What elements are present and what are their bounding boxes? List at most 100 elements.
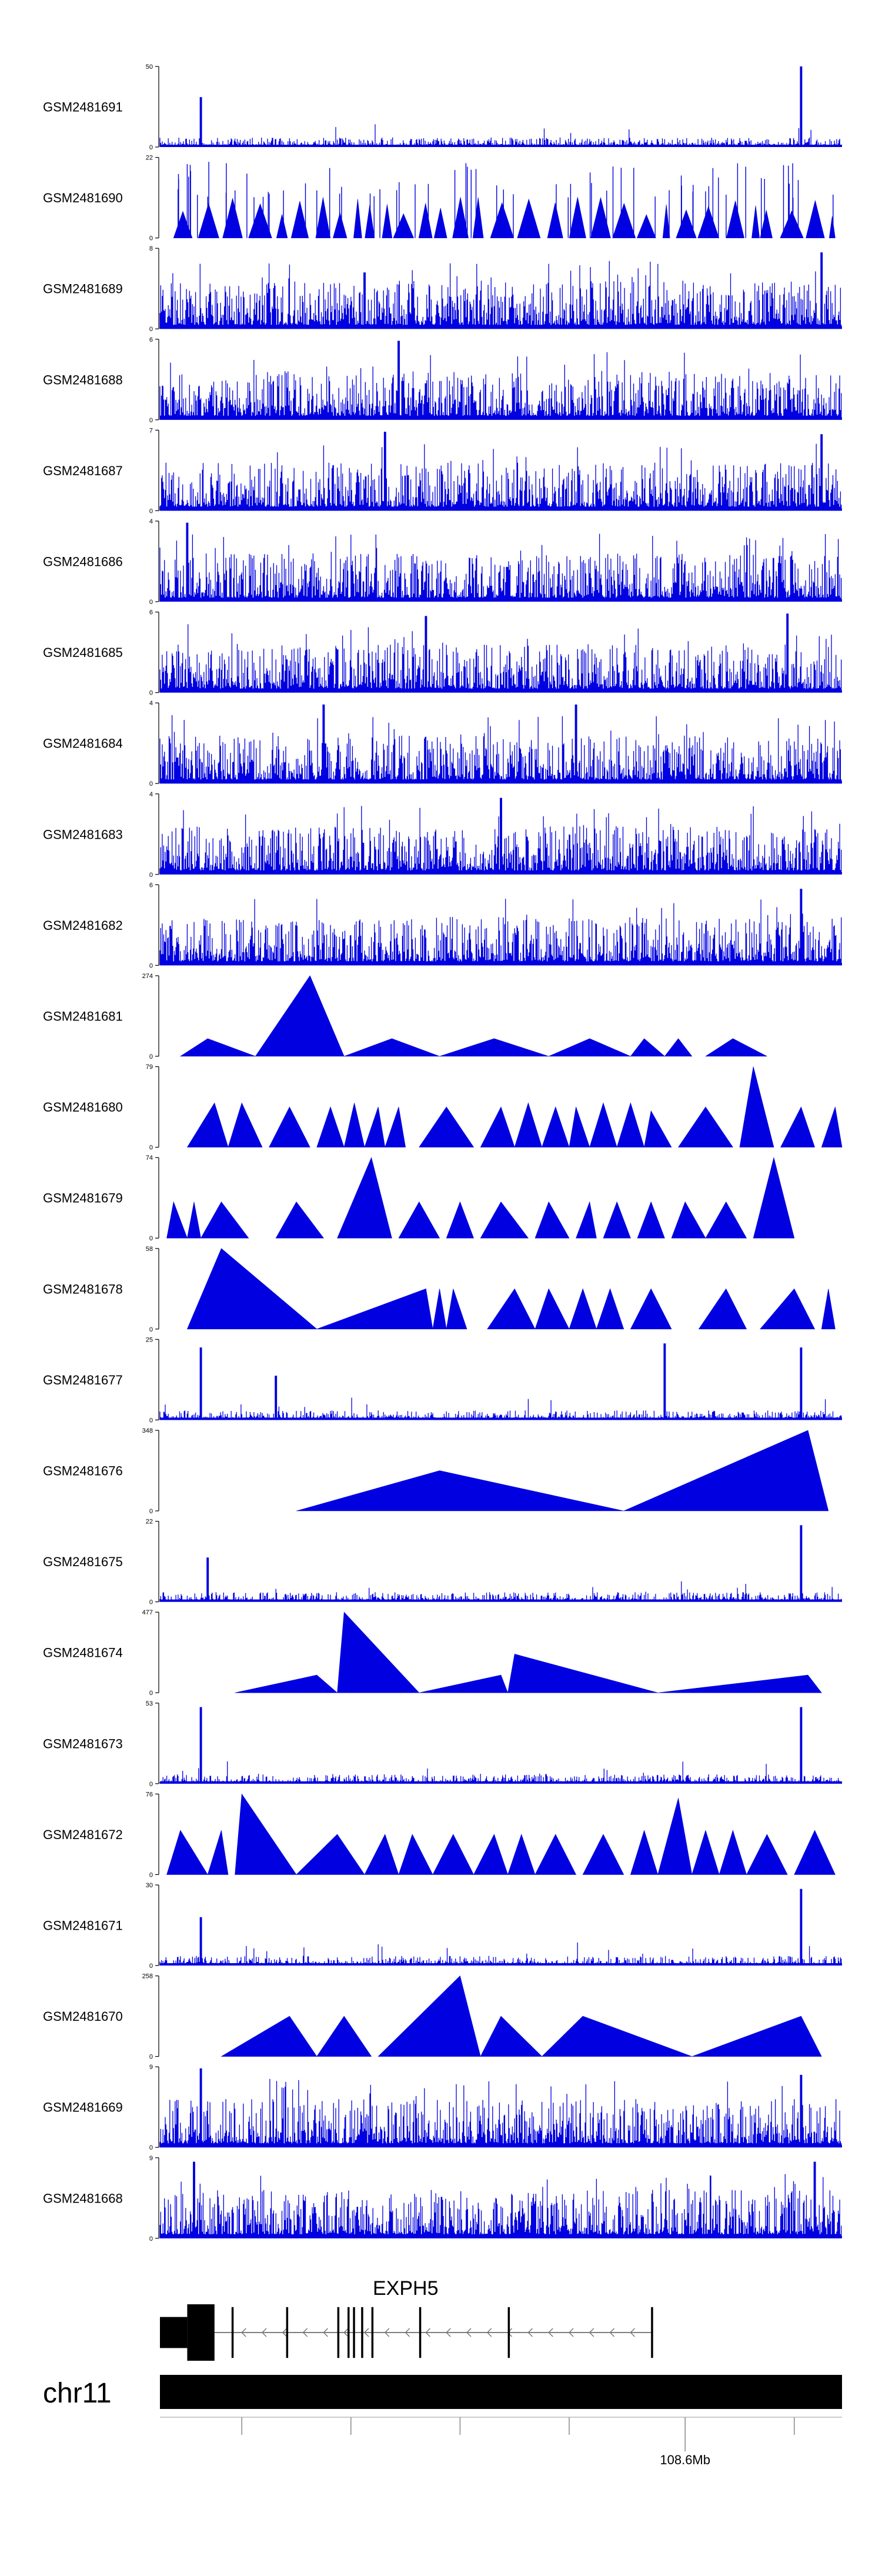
track-GSM2481691: GSM2481691 50 0 — [43, 64, 842, 151]
strand-arrow-icon — [241, 2328, 246, 2337]
sample-label: GSM2481669 — [43, 2100, 123, 2115]
track-GSM2481689: GSM2481689 8 0 — [43, 245, 842, 333]
gene-name-label: EXPH5 — [373, 2277, 439, 2300]
sample-label: GSM2481670 — [43, 2009, 123, 2024]
track-GSM2481675: GSM2481675 22 0 — [43, 1519, 842, 1606]
signal-baseline — [160, 963, 842, 966]
track-GSM2481687: GSM2481687 7 0 — [43, 427, 842, 515]
sample-label: GSM2481677 — [43, 1373, 123, 1387]
y-axis-max-label: 6 — [149, 336, 153, 343]
y-axis-max-label: 4 — [149, 791, 153, 798]
signal-area — [173, 197, 836, 238]
gene-model — [160, 2304, 653, 2361]
sample-label: GSM2481668 — [43, 2191, 123, 2205]
exon — [286, 2307, 289, 2358]
sample-label: GSM2481682 — [43, 918, 123, 933]
signal-baseline — [160, 1963, 842, 1966]
position-tick-label: 108.6Mb — [660, 2452, 710, 2467]
strand-arrow-icon — [282, 2328, 288, 2337]
signal-area — [220, 1976, 822, 2057]
chromosome-track: chr11 108.6Mb — [43, 2375, 842, 2467]
track-GSM2481690: GSM2481690 22 0 — [43, 155, 836, 242]
strand-arrow-icon — [425, 2328, 430, 2337]
signal-baseline — [160, 2235, 842, 2238]
signal-bars — [159, 522, 842, 602]
strand-arrow-icon — [466, 2328, 472, 2337]
chromosome-axis — [160, 2417, 842, 2451]
gene-track: EXPH5 — [160, 2277, 653, 2361]
y-axis-min-label: 0 — [149, 599, 153, 606]
signal-bars — [159, 798, 842, 875]
y-axis-min-label: 0 — [149, 1508, 153, 1515]
y-axis-min-label: 0 — [149, 144, 153, 151]
signal-baseline — [160, 1599, 842, 1602]
strand-arrow-icon — [630, 2328, 635, 2337]
y-axis-max-label: 22 — [146, 155, 153, 162]
track-GSM2481679: GSM2481679 74 0 — [43, 1154, 795, 1242]
strand-arrow-icon — [261, 2328, 267, 2337]
y-axis-max-label: 6 — [149, 882, 153, 889]
signal-area — [186, 1248, 836, 1330]
chromosome-bar — [160, 2375, 842, 2409]
exon — [160, 2317, 188, 2348]
signal-bars — [159, 613, 842, 693]
y-axis-min-label: 0 — [149, 1235, 153, 1242]
signal-bars — [159, 252, 842, 329]
strand-arrow-icon — [343, 2328, 349, 2337]
track-GSM2481682: GSM2481682 6 0 — [43, 882, 842, 969]
y-axis-max-label: 50 — [146, 64, 153, 71]
signal-bars — [159, 1343, 842, 1420]
y-axis-max-label: 258 — [142, 1973, 153, 1980]
y-axis-min-label: 0 — [149, 962, 153, 969]
y-axis-max-label: 7 — [149, 427, 153, 434]
track-GSM2481688: GSM2481688 6 0 — [43, 336, 842, 424]
strand-arrow-icon — [527, 2328, 533, 2337]
exon — [353, 2307, 355, 2358]
signal-bars — [159, 2068, 842, 2148]
sample-label: GSM2481687 — [43, 463, 123, 478]
signal-bars — [159, 1707, 842, 1784]
y-axis-min-label: 0 — [149, 1053, 153, 1060]
track-GSM2481668: GSM2481668 9 0 — [43, 2155, 842, 2243]
y-axis-max-label: 53 — [146, 1700, 153, 1707]
exon — [507, 2307, 510, 2358]
y-axis-min-label: 0 — [149, 235, 153, 242]
y-axis-min-label: 0 — [149, 780, 153, 788]
strand-arrow-icon — [548, 2328, 553, 2337]
signal-baseline — [160, 872, 842, 875]
y-axis-min-label: 0 — [149, 1963, 153, 1970]
strand-arrow-icon — [384, 2328, 390, 2337]
strand-arrow-icon — [405, 2328, 410, 2337]
track-GSM2481678: GSM2481678 58 0 — [43, 1246, 836, 1333]
signal-baseline — [160, 417, 842, 420]
track-GSM2481674: GSM2481674 477 0 — [43, 1609, 822, 1697]
sample-label: GSM2481691 — [43, 100, 123, 115]
signal-baseline — [160, 145, 842, 147]
y-axis-min-label: 0 — [149, 872, 153, 879]
track-GSM2481683: GSM2481683 4 0 — [43, 791, 842, 879]
y-axis-min-label: 0 — [149, 2054, 153, 2061]
signal-bars — [159, 889, 842, 966]
y-axis-max-label: 274 — [142, 973, 153, 980]
track-GSM2481686: GSM2481686 4 0 — [43, 518, 842, 606]
track-GSM2481684: GSM2481684 4 0 — [43, 700, 842, 788]
y-axis-max-label: 9 — [149, 2155, 153, 2162]
y-axis-min-label: 0 — [149, 1144, 153, 1152]
y-axis-max-label: 58 — [146, 1246, 153, 1253]
signal-baseline — [160, 690, 842, 693]
signal-baseline — [160, 508, 842, 511]
sample-label: GSM2481688 — [43, 372, 123, 387]
sample-label: GSM2481689 — [43, 282, 123, 296]
sample-label: GSM2481676 — [43, 1464, 123, 1479]
strand-arrow-icon — [589, 2328, 594, 2337]
y-axis-min-label: 0 — [149, 1871, 153, 1878]
signal-baseline — [160, 2145, 842, 2148]
y-axis-max-label: 477 — [142, 1609, 153, 1616]
exon — [187, 2304, 215, 2361]
exon — [371, 2307, 374, 2358]
y-axis-min-label: 0 — [149, 1599, 153, 1606]
y-axis-min-label: 0 — [149, 417, 153, 424]
sample-label: GSM2481675 — [43, 1554, 123, 1569]
signal-tracks: GSM2481691500GSM2481690220GSM248168980GS… — [43, 64, 843, 2243]
y-axis-max-label: 6 — [149, 609, 153, 616]
